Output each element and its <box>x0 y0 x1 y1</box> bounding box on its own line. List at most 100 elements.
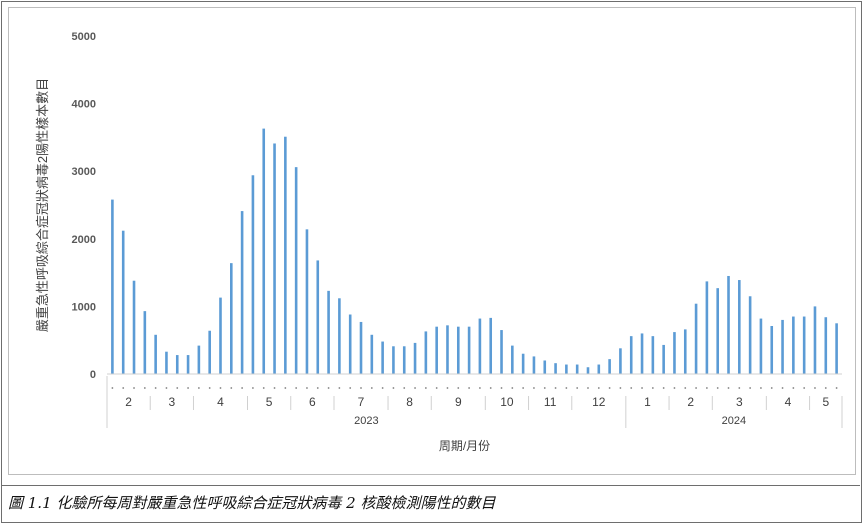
bar <box>348 314 352 374</box>
bar <box>824 317 828 374</box>
week-tick-label <box>338 387 341 389</box>
bar <box>716 288 719 374</box>
chart-area: 0 1000 2000 3000 4000 5000 嚴重急性呼吸綜合症冠狀病毒2陽性樣本數… <box>8 7 856 475</box>
bar <box>381 341 384 374</box>
week-tick-label <box>284 387 287 389</box>
bar <box>511 345 514 374</box>
x-axis-label: 周期/月份 <box>439 439 490 453</box>
bar <box>284 136 287 374</box>
bar <box>392 346 395 374</box>
bar <box>262 128 266 374</box>
week-tick-label <box>479 387 481 389</box>
week-tick-label <box>565 387 568 389</box>
week-tick-label <box>597 387 600 389</box>
week-tick-label <box>295 387 298 389</box>
bar <box>500 330 503 374</box>
bar <box>111 199 114 374</box>
week-tick-label <box>252 387 254 389</box>
bar <box>121 230 125 374</box>
bar <box>565 364 568 374</box>
week-tick-label <box>165 387 168 389</box>
week-tick-label <box>122 387 125 389</box>
week-tick-label <box>770 387 773 389</box>
bar <box>316 260 320 374</box>
week-tick-label <box>187 387 189 389</box>
month-tick-label: 11 <box>544 395 557 409</box>
week-tick-label <box>576 387 579 389</box>
bar <box>640 333 644 374</box>
caption-divider <box>1 485 860 486</box>
bar <box>143 311 147 374</box>
week-tick-label <box>349 387 352 389</box>
y-tick-label: 4000 <box>72 99 96 111</box>
bar <box>402 346 406 374</box>
y-tick-label: 3000 <box>72 166 96 178</box>
bar <box>748 296 752 374</box>
month-tick-label: 12 <box>592 395 606 409</box>
bar <box>467 326 471 374</box>
bar <box>673 332 676 374</box>
bar <box>597 364 601 374</box>
bar <box>456 326 460 374</box>
week-tick-label <box>241 387 244 389</box>
bar <box>208 330 211 374</box>
bar <box>219 297 222 374</box>
bar <box>608 359 611 374</box>
bar <box>619 348 622 374</box>
week-tick-label <box>803 387 806 389</box>
bar <box>305 229 309 374</box>
week-tick-label <box>716 387 719 389</box>
y-tick-label: 2000 <box>72 234 96 246</box>
week-tick-label <box>749 387 752 389</box>
month-tick-label: 8 <box>406 395 413 409</box>
bar <box>727 275 730 374</box>
week-tick-label <box>684 387 687 389</box>
bar <box>370 334 374 374</box>
bar <box>424 331 428 374</box>
week-tick-label <box>143 387 146 389</box>
month-tick-label: 10 <box>500 395 514 409</box>
week-tick-label <box>630 387 633 389</box>
bar <box>521 353 525 374</box>
week-tick-label <box>651 387 654 389</box>
week-tick-label <box>608 387 611 389</box>
week-tick-label <box>446 387 449 389</box>
bar <box>273 143 276 374</box>
year-tick-label: 2024 <box>722 415 746 427</box>
bar <box>759 318 763 374</box>
month-tick-label: 5 <box>822 395 829 409</box>
week-tick-label <box>792 387 795 389</box>
bar <box>543 360 547 374</box>
bar <box>738 280 741 374</box>
week-tick-label <box>468 387 470 389</box>
week-tick-label <box>824 387 827 389</box>
week-tick-label <box>435 387 438 389</box>
bar <box>489 317 493 374</box>
bar <box>792 316 795 374</box>
week-tick-label <box>154 387 157 389</box>
y-tick-label: 5000 <box>72 31 96 43</box>
bar <box>327 290 330 374</box>
week-tick-label <box>403 387 406 389</box>
bar <box>705 281 709 374</box>
bar <box>802 316 806 374</box>
week-tick-label <box>738 387 741 389</box>
week-tick-label <box>511 387 514 389</box>
bar <box>197 345 201 374</box>
week-tick-label <box>392 387 395 389</box>
bar <box>240 211 244 374</box>
month-tick-label: 5 <box>266 395 273 409</box>
week-tick-label <box>695 387 697 389</box>
bar <box>132 280 136 374</box>
bar <box>435 326 438 374</box>
bar <box>781 319 784 374</box>
bar <box>770 326 774 374</box>
year-tick-label: 2023 <box>354 415 378 427</box>
month-tick-label: 2 <box>687 395 694 409</box>
bar <box>294 167 298 374</box>
bar <box>694 303 698 374</box>
month-tick-label: 1 <box>644 395 651 409</box>
bar <box>186 355 190 374</box>
week-tick-label <box>219 387 222 389</box>
week-tick-label <box>273 387 276 389</box>
